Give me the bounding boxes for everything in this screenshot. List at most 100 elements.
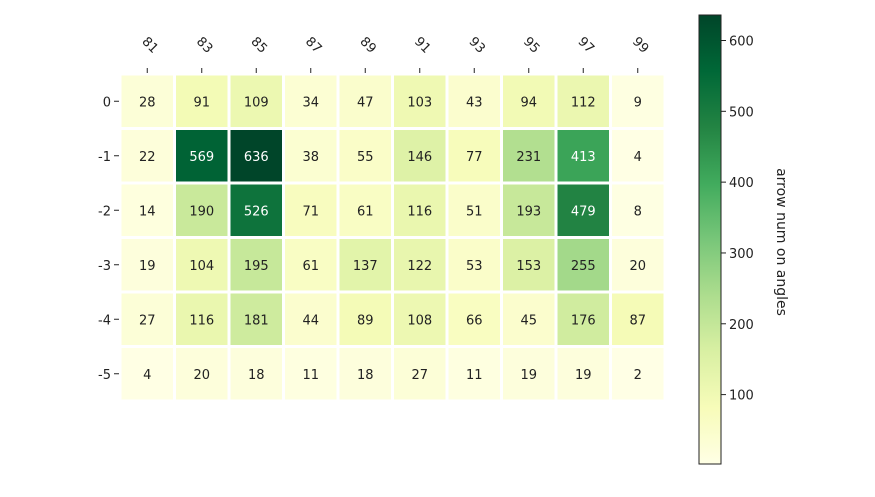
cell-value-label: 193 (516, 204, 541, 219)
cell-value-label: 137 (353, 259, 378, 274)
cell-value-label: 8 (634, 204, 642, 219)
heatmap-cell (121, 184, 173, 236)
heatmap-cell (503, 184, 555, 236)
heatmap-cell (448, 239, 500, 291)
heatmap-cells: 28 91 109 34 47 103 43 94 112 922 569 636 38 55 146 77 2… (121, 75, 664, 400)
x-tick-label: 93 (466, 34, 488, 56)
colorbar-label: arrow num on angles (773, 168, 789, 316)
cell-value-label: 77 (466, 150, 483, 165)
heatmap-cell (448, 348, 500, 400)
heatmap-cell (339, 348, 391, 400)
x-tick-label: 83 (193, 34, 215, 56)
cell-value-label: 20 (193, 368, 210, 383)
cell-value-label: 255 (571, 259, 596, 274)
cell-value-label: 44 (302, 313, 319, 328)
cell-value-label: 190 (189, 204, 214, 219)
heatmap-cell (503, 293, 555, 345)
cell-value-label: 19 (575, 368, 592, 383)
heatmap-cell (176, 184, 228, 236)
cell-value-label: 112 (571, 95, 596, 110)
heatmap-cell (230, 293, 282, 345)
heatmap-cell (230, 130, 282, 182)
heatmap-cell (448, 184, 500, 236)
heatmap-cell (121, 348, 173, 400)
cell-value-label: 181 (244, 313, 269, 328)
cell-value-label: 19 (520, 368, 537, 383)
y-tick-label: -2 (98, 204, 111, 219)
cell-value-label: 4 (634, 150, 642, 165)
y-tick-label: -1 (98, 150, 111, 165)
heatmap-cell (394, 75, 446, 127)
x-tick-label: 97 (575, 34, 597, 56)
cell-value-label: 108 (407, 313, 432, 328)
cell-value-label: 2 (634, 368, 642, 383)
heatmap-cell (557, 293, 609, 345)
cell-value-label: 43 (466, 95, 483, 110)
x-tick-label: 91 (411, 34, 433, 56)
x-tick-label: 87 (302, 34, 324, 56)
heatmap-cell (557, 239, 609, 291)
heatmap-cell (503, 348, 555, 400)
cell-value-label: 122 (407, 259, 432, 274)
colorbar-tick-label: 300 (729, 247, 754, 262)
cell-value-label: 20 (629, 259, 646, 274)
heatmap-cell (612, 348, 664, 400)
x-tick-label: 99 (629, 34, 651, 56)
cell-value-label: 116 (407, 204, 432, 219)
heatmap-cell (339, 239, 391, 291)
x-tick-label: 85 (248, 34, 270, 56)
heatmap-cell (448, 293, 500, 345)
cell-value-label: 104 (189, 259, 214, 274)
cell-value-label: 11 (302, 368, 319, 383)
cell-value-label: 61 (302, 259, 319, 274)
heatmap-cell (339, 75, 391, 127)
cell-value-label: 38 (302, 150, 319, 165)
cell-value-label: 34 (302, 95, 319, 110)
heatmap-cell (503, 75, 555, 127)
y-tick-label: -4 (98, 313, 111, 328)
heatmap-cell (557, 130, 609, 182)
x-axis-ticks: 81 83 85 87 89 91 93 95 97 99 (139, 34, 651, 73)
cell-value-label: 45 (520, 313, 537, 328)
cell-value-label: 176 (571, 313, 596, 328)
cell-value-label: 55 (357, 150, 374, 165)
cell-value-label: 22 (139, 150, 156, 165)
heatmap-cell (557, 184, 609, 236)
cell-value-label: 53 (466, 259, 483, 274)
cell-value-label: 153 (516, 259, 541, 274)
cell-value-label: 569 (189, 150, 214, 165)
colorbar-tick-label: 200 (729, 318, 754, 333)
heatmap-cell (230, 75, 282, 127)
cell-value-label: 47 (357, 95, 374, 110)
heatmap-cell (230, 239, 282, 291)
heatmap-cell (612, 75, 664, 127)
cell-value-label: 91 (193, 95, 210, 110)
y-tick-label: -3 (98, 259, 111, 274)
cell-value-label: 71 (302, 204, 319, 219)
heatmap-cell (503, 130, 555, 182)
cell-value-label: 526 (244, 204, 269, 219)
cell-value-label: 89 (357, 313, 374, 328)
heatmap-cell (612, 239, 664, 291)
cell-value-label: 51 (466, 204, 483, 219)
cell-value-label: 66 (466, 313, 483, 328)
heatmap-cell (557, 348, 609, 400)
cell-value-label: 18 (248, 368, 265, 383)
cell-value-label: 413 (571, 150, 596, 165)
heatmap-cell (557, 75, 609, 127)
heatmap-cell (448, 75, 500, 127)
heatmap-cell (285, 184, 337, 236)
heatmap-cell (176, 75, 228, 127)
colorbar (698, 14, 722, 465)
heatmap-cell (339, 130, 391, 182)
x-tick-label: 81 (139, 34, 161, 56)
cell-value-label: 61 (357, 204, 374, 219)
y-tick-label: 0 (103, 95, 111, 110)
cell-value-label: 27 (411, 368, 428, 383)
cell-value-label: 116 (189, 313, 214, 328)
heatmap-cell (448, 130, 500, 182)
cell-value-label: 87 (629, 313, 646, 328)
cell-value-label: 103 (407, 95, 432, 110)
heatmap-cell (394, 239, 446, 291)
